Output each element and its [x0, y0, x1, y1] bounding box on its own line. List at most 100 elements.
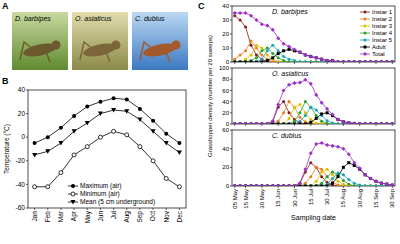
- y-tick-label: 0: [21, 133, 25, 140]
- data-point: [260, 61, 263, 63]
- data-point: [293, 106, 296, 109]
- data-point: [249, 14, 253, 18]
- data-point: [374, 61, 377, 63]
- data-point: [380, 61, 383, 63]
- data-point: [364, 61, 367, 63]
- data-point: [391, 123, 394, 125]
- x-tick: [126, 208, 127, 210]
- data-point: [320, 58, 323, 61]
- data-point: [288, 58, 291, 61]
- data-point: [293, 185, 296, 187]
- data-point: [379, 122, 383, 124]
- x-tick: [74, 208, 75, 210]
- data-point: [326, 168, 329, 171]
- data-point: [364, 61, 367, 63]
- data-point: [353, 182, 356, 185]
- data-point: [266, 185, 269, 187]
- data-point: [342, 61, 345, 63]
- series-line: [235, 48, 393, 62]
- data-point: [72, 129, 77, 134]
- data-point: [112, 129, 116, 133]
- data-point: [358, 185, 361, 187]
- data-point: [342, 120, 345, 123]
- data-point: [336, 185, 339, 187]
- data-point: [239, 123, 242, 125]
- data-point: [244, 26, 247, 29]
- series-line: [235, 172, 393, 186]
- data-layer: [233, 11, 395, 62]
- data-point: [374, 61, 377, 63]
- data-point: [391, 61, 394, 63]
- data-point: [233, 185, 236, 187]
- data-point: [239, 185, 242, 187]
- x-tick-label: Mar: [57, 210, 64, 222]
- data-point: [282, 123, 285, 125]
- data-point: [385, 182, 389, 186]
- data-point: [72, 114, 76, 118]
- series-line: [235, 173, 393, 186]
- data-point: [336, 123, 339, 125]
- data-point: [326, 59, 329, 62]
- x-tick-label: 30 Aug: [357, 189, 363, 208]
- data-point: [364, 123, 367, 125]
- data-point: [260, 49, 263, 52]
- data-point: [287, 45, 291, 49]
- data-point: [250, 185, 253, 187]
- data-point: [325, 59, 329, 62]
- chart: -60-40-2002040JanFebMarAprMayJunJulAugSe…: [2, 76, 186, 223]
- data-point: [277, 61, 280, 63]
- data-point: [369, 61, 372, 63]
- y-tick-label: 10: [222, 45, 229, 51]
- data-point: [266, 54, 269, 57]
- data-point: [342, 61, 345, 63]
- data-point: [364, 185, 367, 187]
- data-point: [309, 185, 312, 187]
- data-point: [315, 117, 318, 120]
- y-tick: [230, 79, 232, 80]
- data-point: [353, 61, 356, 63]
- data-point: [342, 61, 345, 63]
- data-point: [385, 61, 388, 63]
- data-point: [353, 122, 356, 124]
- data-point: [304, 185, 307, 187]
- data-point: [271, 52, 274, 55]
- y-tick-label: 40: [18, 86, 26, 93]
- data-point: [239, 185, 242, 187]
- data-point: [298, 61, 301, 63]
- data-point: [277, 61, 280, 63]
- data-point: [250, 185, 253, 187]
- data-point: [277, 185, 280, 187]
- data-point: [385, 61, 388, 63]
- insect-head: [112, 41, 121, 50]
- data-layer: [233, 141, 395, 186]
- legend-label: Minimum (air): [80, 190, 120, 198]
- data-point: [380, 123, 383, 125]
- data-point: [282, 88, 286, 92]
- data-point: [320, 123, 323, 125]
- x-tick: [139, 208, 140, 210]
- data-point: [315, 109, 318, 112]
- data-point: [233, 123, 236, 125]
- data-point: [336, 61, 339, 63]
- data-point: [265, 122, 269, 124]
- legend-label: Instar 4: [372, 30, 393, 36]
- data-point: [260, 122, 264, 124]
- data-point: [266, 47, 269, 50]
- data-point: [309, 61, 312, 63]
- data-point: [364, 123, 367, 125]
- y-tick: [230, 34, 232, 35]
- data-point: [250, 123, 253, 125]
- data-point: [292, 184, 296, 186]
- x-tick: [113, 208, 114, 210]
- data-point: [342, 183, 345, 186]
- data-point: [309, 185, 312, 187]
- x-tick: [392, 62, 393, 64]
- x-tick: [278, 124, 279, 126]
- data-point: [374, 180, 377, 183]
- data-point: [288, 100, 291, 103]
- data-point: [336, 123, 339, 125]
- data-point: [98, 112, 103, 117]
- data-point: [277, 185, 280, 187]
- data-point: [288, 185, 291, 187]
- data-point: [255, 123, 258, 125]
